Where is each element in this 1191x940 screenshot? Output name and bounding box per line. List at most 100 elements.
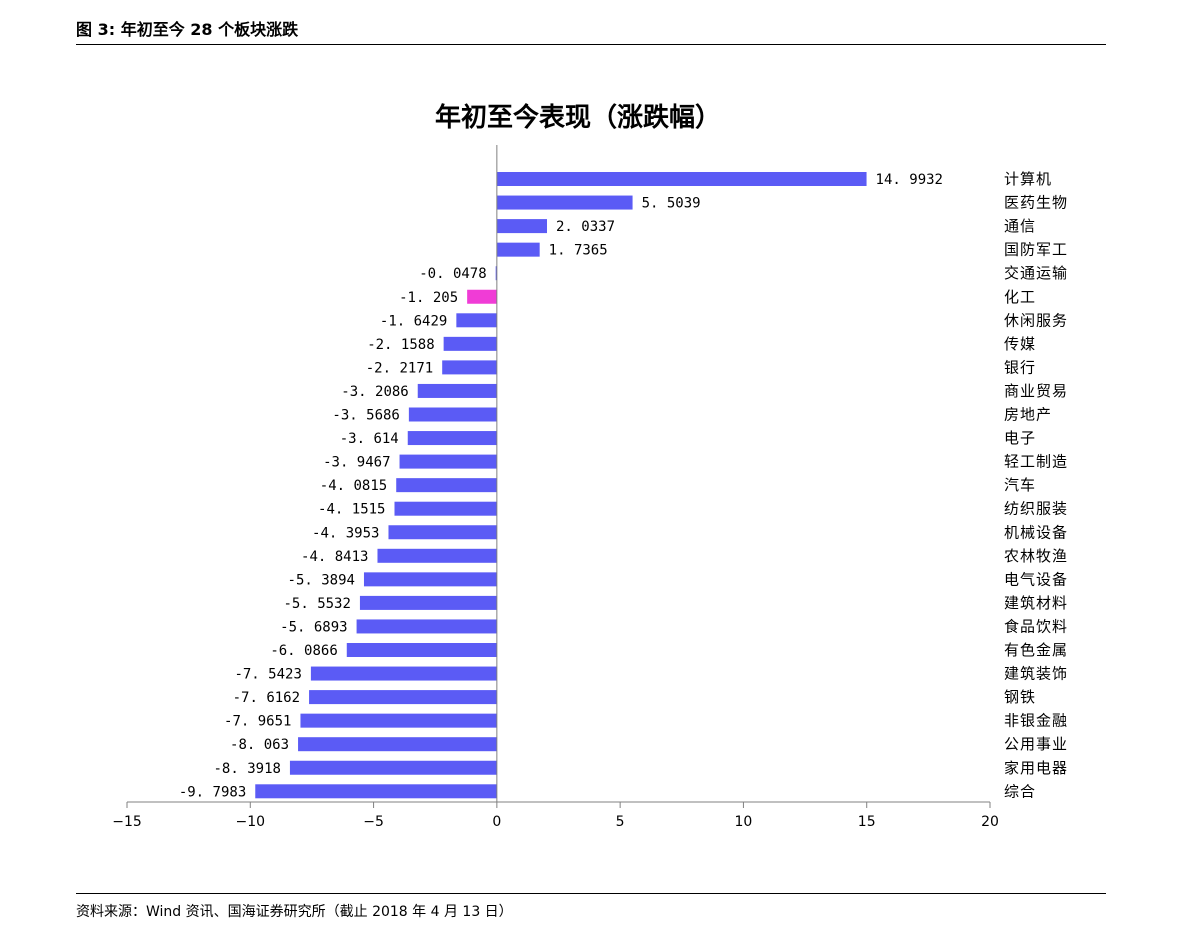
- figure-footer: 资料来源：Wind 资讯、国海证券研究所（截止 2018 年 4 月 13 日）: [76, 893, 1106, 922]
- x-tick-label-8: 20: [981, 814, 999, 830]
- value-label-11: -3. 5686: [332, 408, 399, 424]
- bar-18: [363, 572, 497, 587]
- bar-3: [496, 219, 548, 234]
- figure-caption: 年初至今 28 个板块涨跌: [120, 20, 299, 39]
- value-label-23: -7. 6162: [233, 690, 300, 706]
- value-label-8: -2. 1588: [367, 337, 434, 353]
- value-label-21: -6. 0866: [270, 643, 337, 659]
- value-label-12: -3. 614: [340, 431, 399, 447]
- x-tick-label-4: 0: [492, 814, 501, 830]
- category-label-21: 有色金属: [1004, 641, 1068, 659]
- bar-20: [356, 619, 497, 634]
- bars-layer: [255, 172, 867, 799]
- bar-11: [408, 407, 497, 422]
- category-label-6: 化工: [1004, 288, 1036, 306]
- source-note: 资料来源：Wind 资讯、国海证券研究所（截止 2018 年 4 月 13 日）: [76, 904, 513, 920]
- chart-title: 年初至今表现（涨跌幅）: [435, 102, 721, 133]
- value-label-15: -4. 1515: [318, 502, 385, 518]
- value-label-16: -4. 3953: [312, 525, 379, 541]
- category-label-14: 汽车: [1004, 476, 1036, 494]
- category-label-22: 建筑装饰: [1004, 665, 1068, 683]
- category-label-16: 机械设备: [1004, 523, 1068, 541]
- bar-21: [346, 643, 497, 657]
- category-label-3: 通信: [1004, 217, 1036, 235]
- value-label-20: -5. 6893: [280, 619, 347, 635]
- value-label-27: -9. 7983: [179, 784, 246, 800]
- value-label-2: 5. 5039: [642, 196, 701, 212]
- value-label-13: -3. 9467: [323, 455, 390, 471]
- bar-27: [255, 784, 497, 799]
- value-label-22: -7. 5423: [234, 667, 301, 683]
- value-label-18: -5. 3894: [288, 572, 355, 588]
- value-label-24: -7. 9651: [224, 714, 291, 730]
- category-label-27: 综合: [1004, 782, 1036, 800]
- category-label-9: 银行: [1004, 358, 1036, 376]
- category-label-5: 交通运输: [1004, 264, 1068, 282]
- bar-13: [399, 454, 497, 469]
- bar-24: [300, 713, 497, 728]
- value-label-5: -0. 0478: [419, 266, 486, 282]
- category-label-4: 国防军工: [1004, 241, 1068, 259]
- bar-8: [443, 336, 497, 351]
- bar-10: [417, 383, 497, 398]
- value-label-17: -4. 8413: [301, 549, 368, 565]
- value-label-3: 2. 0337: [556, 219, 615, 235]
- value-label-1: 14. 9932: [876, 172, 943, 188]
- bar-26: [289, 760, 497, 775]
- bar-14: [396, 478, 497, 493]
- value-label-9: -2. 2171: [366, 360, 433, 376]
- category-label-8: 传媒: [1004, 335, 1036, 353]
- category-label-25: 公用事业: [1004, 735, 1068, 753]
- value-label-26: -8. 3918: [214, 761, 281, 777]
- bar-12: [407, 431, 497, 446]
- bar-23: [309, 690, 497, 705]
- value-label-4: 1. 7365: [549, 243, 608, 259]
- bar-16: [388, 525, 497, 540]
- value-label-7: -1. 6429: [380, 313, 447, 329]
- x-tick-label-3: −5: [363, 814, 384, 830]
- category-label-17: 农林牧渔: [1004, 547, 1068, 565]
- category-labels-layer: 计算机医药生物通信国防军工交通运输化工休闲服务传媒银行商业贸易房地产电子轻工制造…: [1004, 170, 1068, 800]
- bar-17: [377, 548, 497, 563]
- value-label-25: -8. 063: [230, 737, 289, 753]
- category-label-20: 食品饮料: [1004, 617, 1068, 635]
- x-tick-label-1: −15: [112, 814, 142, 830]
- x-tick-label-6: 10: [735, 814, 753, 830]
- value-label-19: -5. 5532: [283, 596, 350, 612]
- category-label-12: 电子: [1004, 429, 1036, 447]
- value-label-10: -3. 2086: [341, 384, 408, 400]
- category-label-7: 休闲服务: [1004, 311, 1068, 329]
- bar-9: [442, 360, 497, 375]
- value-label-14: -4. 0815: [320, 478, 387, 494]
- bar-22: [310, 666, 497, 681]
- category-label-11: 房地产: [1004, 406, 1052, 424]
- figure-number: 图 3:: [76, 20, 116, 39]
- x-tick-label-7: 15: [858, 814, 876, 830]
- bar-4: [496, 242, 540, 257]
- x-tick-label-2: −10: [236, 814, 266, 830]
- bar-19: [359, 595, 497, 610]
- category-label-18: 电气设备: [1004, 570, 1068, 588]
- category-label-2: 医药生物: [1004, 194, 1068, 212]
- category-label-24: 非银金融: [1004, 712, 1068, 730]
- bar-5: [495, 266, 497, 281]
- category-label-26: 家用电器: [1004, 759, 1068, 777]
- value-labels-layer: 14. 9932 5. 5039 2. 0337 1. 7365 -0. 0478 -1.…: [179, 172, 943, 800]
- category-label-13: 轻工制造: [1004, 453, 1068, 471]
- value-label-6: -1. 205: [399, 290, 458, 306]
- category-label-15: 纺织服装: [1004, 500, 1068, 518]
- figure-header: 图 3: 年初至今 28 个板块涨跌: [76, 18, 1106, 45]
- category-label-10: 商业贸易: [1004, 382, 1068, 400]
- bar-6: [467, 289, 497, 304]
- bar-1: [496, 172, 867, 186]
- x-tick-label-5: 5: [616, 814, 625, 830]
- bar-15: [394, 501, 497, 516]
- category-label-19: 建筑材料: [1004, 594, 1068, 612]
- bar-7: [456, 313, 497, 328]
- category-label-1: 计算机: [1004, 170, 1052, 188]
- category-label-23: 钢铁: [1004, 688, 1036, 706]
- x-axis: −15 −10 −5 0 5 10 15 20: [112, 145, 999, 830]
- bar-2: [496, 195, 633, 210]
- bar-25: [298, 737, 497, 752]
